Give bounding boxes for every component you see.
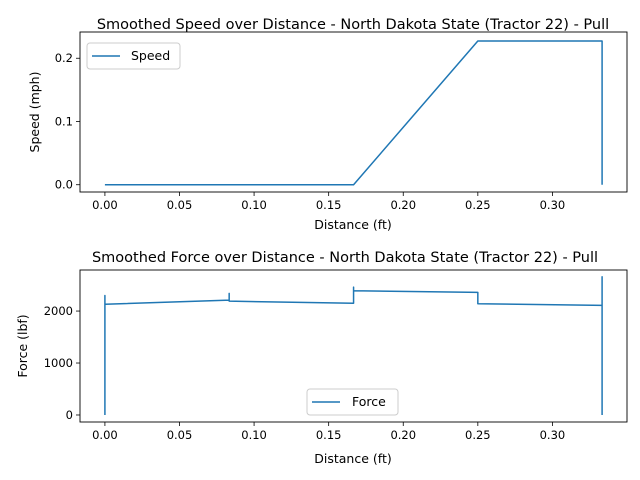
- speed-x-tick-label: 0.30: [540, 198, 566, 212]
- speed-y-axis-label: Speed (mph): [27, 72, 42, 153]
- speed-x-tick-label: 0.00: [92, 198, 118, 212]
- force-y-tick-label: 0: [66, 408, 73, 422]
- speed-plot-frame: [79, 31, 628, 193]
- force-x-tick-label: 0.05: [167, 428, 193, 442]
- force-y-ticks: 0 1000 2000: [44, 304, 80, 422]
- speed-y-tick-label: 0.0: [55, 178, 73, 192]
- force-x-ticks: 0.00 0.05 0.10 0.15 0.20 0.25 0.30: [92, 422, 565, 442]
- force-x-tick-label: 0.25: [465, 428, 491, 442]
- speed-chart-title: Smoothed Speed over Distance - North Dak…: [97, 17, 609, 33]
- speed-x-tick-label: 0.20: [390, 198, 416, 212]
- speed-plot-area: [104, 40, 603, 186]
- force-x-tick-label: 0.15: [316, 428, 342, 442]
- speed-y-tick-label: 0.1: [55, 114, 73, 128]
- force-y-axis-label: Force (lbf): [15, 314, 30, 377]
- speed-x-tick-label: 0.05: [167, 198, 193, 212]
- speed-x-tick-label: 0.10: [241, 198, 267, 212]
- force-chart: Smoothed Force over Distance - North Dak…: [15, 250, 628, 466]
- force-plot-frame: [79, 269, 628, 423]
- force-series-line-0: [104, 276, 603, 415]
- force-plot-area: [104, 276, 603, 415]
- force-x-tick-label: 0.10: [241, 428, 267, 442]
- force-y-tick-label: 1000: [44, 356, 73, 370]
- force-x-tick-label: 0.30: [540, 428, 566, 442]
- force-x-tick-label: 0.20: [390, 428, 416, 442]
- speed-x-axis-label: Distance (ft): [314, 217, 391, 232]
- force-x-axis-label: Distance (ft): [314, 451, 391, 466]
- force-chart-title: Smoothed Force over Distance - North Dak…: [92, 250, 598, 266]
- speed-legend-label: Speed: [131, 48, 170, 63]
- force-x-tick-label: 0.00: [92, 428, 118, 442]
- speed-chart: Smoothed Speed over Distance - North Dak…: [27, 17, 628, 232]
- speed-series-line-0: [104, 40, 603, 186]
- speed-legend-box: [86, 42, 181, 70]
- speed-y-tick-label: 0.2: [55, 51, 73, 65]
- speed-x-tick-label: 0.15: [316, 198, 342, 212]
- speed-y-ticks: 0.0 0.1 0.2: [55, 51, 80, 192]
- force-legend-label: Force: [352, 394, 386, 409]
- force-legend-box: [306, 388, 399, 416]
- force-legend: Force: [306, 388, 399, 416]
- speed-x-ticks: 0.00 0.05 0.10 0.15 0.20 0.25 0.30: [92, 192, 565, 212]
- speed-legend: Speed: [86, 42, 181, 70]
- speed-x-tick-label: 0.25: [465, 198, 491, 212]
- force-y-tick-label: 2000: [44, 304, 73, 318]
